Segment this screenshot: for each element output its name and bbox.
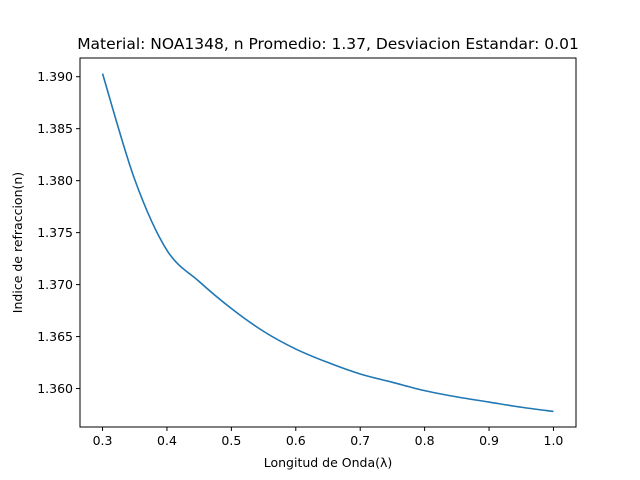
x-tick-label: 0.8 — [415, 433, 435, 448]
plot-frame — [79, 57, 577, 428]
x-tick-label: 0.9 — [479, 433, 499, 448]
chart-title: Material: NOA1348, n Promedio: 1.37, Des… — [77, 35, 579, 53]
y-tick-label: 1.375 — [37, 225, 73, 240]
x-axis-label: Longitud de Onda(λ) — [264, 455, 393, 470]
x-axis: 0.3 0.4 0.5 0.6 0.7 0.8 0.9 1.0 — [93, 427, 564, 448]
y-axis: 1.360 1.365 1.370 1.375 1.380 1.385 1.390 — [37, 69, 80, 396]
x-tick-label: 0.5 — [221, 433, 241, 448]
y-tick-label: 1.370 — [37, 277, 73, 292]
x-tick-label: 0.7 — [350, 433, 370, 448]
x-tick-label: 0.6 — [286, 433, 306, 448]
plot-area — [101, 73, 554, 413]
x-tick-label: 0.3 — [93, 433, 113, 448]
y-axis-label: Indice de refraccion(n) — [10, 172, 25, 313]
y-tick-label: 1.390 — [37, 69, 73, 84]
x-tick-label: 0.4 — [157, 433, 177, 448]
y-tick-label: 1.380 — [37, 173, 73, 188]
series-line — [101, 73, 554, 413]
y-tick-label: 1.365 — [37, 329, 73, 344]
y-tick-label: 1.360 — [37, 381, 73, 396]
x-tick-label: 1.0 — [544, 433, 564, 448]
y-tick-label: 1.385 — [37, 121, 73, 136]
